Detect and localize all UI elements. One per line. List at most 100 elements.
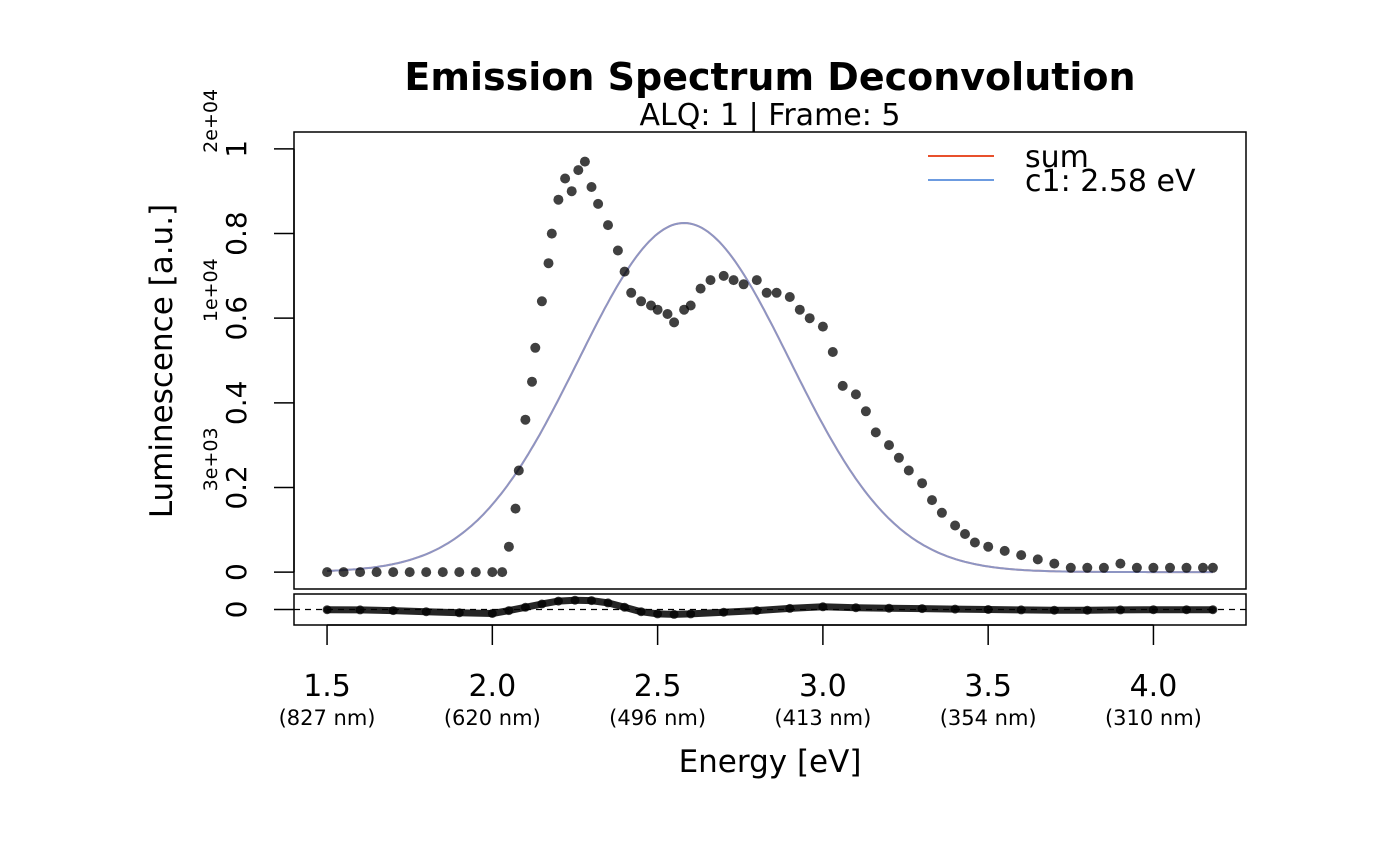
- data-point: [487, 567, 498, 578]
- legend: sum c1: 2.58 eV: [928, 140, 1196, 199]
- data-point: [573, 165, 584, 176]
- data-point: [503, 541, 514, 552]
- data-point: [530, 342, 541, 353]
- data-point: [999, 545, 1010, 556]
- residual-point: [454, 608, 464, 618]
- residual-point: [504, 606, 514, 616]
- residual-point: [388, 606, 398, 616]
- data-point: [860, 406, 871, 417]
- data-point: [1181, 562, 1192, 573]
- y-tick-label: 0: [220, 563, 253, 581]
- residual-point: [1082, 605, 1092, 615]
- x-wavelength-label: (354 nm): [940, 706, 1037, 730]
- data-point: [612, 245, 623, 256]
- residual-point: [1148, 605, 1158, 615]
- data-point: [1065, 562, 1076, 573]
- data-point: [738, 279, 749, 290]
- residual-line: [323, 596, 1217, 618]
- residual-point: [636, 607, 646, 617]
- data-point: [817, 321, 828, 332]
- data-point: [1207, 562, 1218, 573]
- data-point: [917, 478, 928, 489]
- data-point: [371, 567, 382, 578]
- residual-point: [884, 603, 894, 613]
- data-point: [751, 275, 762, 286]
- data-point: [1016, 550, 1027, 561]
- data-point: [421, 567, 432, 578]
- data-point: [1115, 558, 1126, 569]
- data-point: [652, 304, 663, 315]
- chart-title: Emission Spectrum Deconvolution: [404, 55, 1135, 99]
- axes: 1.5(827 nm) 2.0(620 nm) 2.5(496 nm) 3.0(413…: [200, 89, 1202, 730]
- residual-point: [520, 602, 530, 612]
- data-point: [771, 287, 782, 298]
- fit-line-sum: [327, 221, 1213, 574]
- data-point: [804, 313, 815, 324]
- data-point: [1165, 562, 1175, 573]
- x-tick-label: 2.5: [634, 669, 682, 704]
- residual-point: [851, 603, 861, 613]
- residual-point: [653, 609, 663, 619]
- data-point: [593, 198, 604, 209]
- x-wavelength-label: (496 nm): [609, 706, 706, 730]
- legend-label-sum: sum: [1025, 140, 1089, 175]
- data-point: [903, 465, 914, 476]
- fit-curves: [327, 221, 1213, 574]
- residual-point: [1208, 605, 1218, 615]
- x-tick-label: 3.0: [799, 669, 847, 704]
- data-point: [404, 567, 415, 578]
- legend-label-c1: c1: 2.58 eV: [1025, 164, 1196, 199]
- data-point: [586, 182, 597, 192]
- data-point: [1032, 554, 1043, 565]
- residual-y-tick-label: 0: [220, 601, 253, 619]
- y-tick-label: 0.6: [220, 296, 253, 341]
- residual-point: [421, 607, 431, 617]
- residual-series: [294, 595, 1246, 619]
- data-point: [850, 389, 861, 400]
- data-point: [322, 567, 333, 578]
- residual-point: [818, 602, 828, 612]
- residual-point: [669, 609, 679, 619]
- data-point: [1148, 562, 1159, 573]
- data-point: [784, 292, 795, 302]
- residual-point: [1115, 605, 1125, 615]
- y-tick-label: 0.8: [220, 211, 253, 256]
- data-point: [454, 567, 465, 578]
- data-point: [355, 567, 366, 578]
- x-tick-label: 2.0: [468, 669, 516, 704]
- residual-point: [553, 596, 563, 606]
- residual-point: [620, 602, 630, 612]
- data-point: [527, 376, 537, 387]
- data-point: [470, 567, 481, 578]
- residual-point: [1182, 605, 1191, 615]
- data-point: [543, 258, 554, 269]
- data-point: [553, 194, 564, 205]
- residual-point: [719, 607, 729, 617]
- y-secondary-tick-label: 3e+03: [200, 427, 222, 491]
- data-point: [1198, 562, 1208, 573]
- data-point: [705, 275, 716, 286]
- residual-point: [603, 598, 613, 608]
- residual-point: [587, 596, 596, 606]
- x-tick-label: 1.5: [303, 669, 351, 704]
- data-point: [983, 541, 994, 552]
- y-tick-label: 1: [220, 140, 253, 158]
- data-point: [619, 266, 630, 277]
- data-point: [837, 380, 848, 391]
- data-point: [536, 296, 547, 307]
- data-point: [510, 503, 521, 514]
- data-point: [566, 186, 577, 197]
- data-point: [636, 296, 647, 307]
- data-point: [927, 495, 937, 506]
- fit-line-c1: [327, 221, 1213, 574]
- data-point: [718, 270, 729, 281]
- x-wavelength-label: (827 nm): [279, 706, 376, 730]
- data-point: [388, 567, 399, 578]
- residual-point: [950, 604, 960, 614]
- data-point: [626, 287, 637, 298]
- residual-point: [355, 605, 365, 615]
- data-point: [669, 317, 680, 328]
- y-secondary-tick-label: 1e+04: [200, 258, 222, 322]
- data-point: [960, 529, 970, 539]
- data-point: [520, 414, 531, 425]
